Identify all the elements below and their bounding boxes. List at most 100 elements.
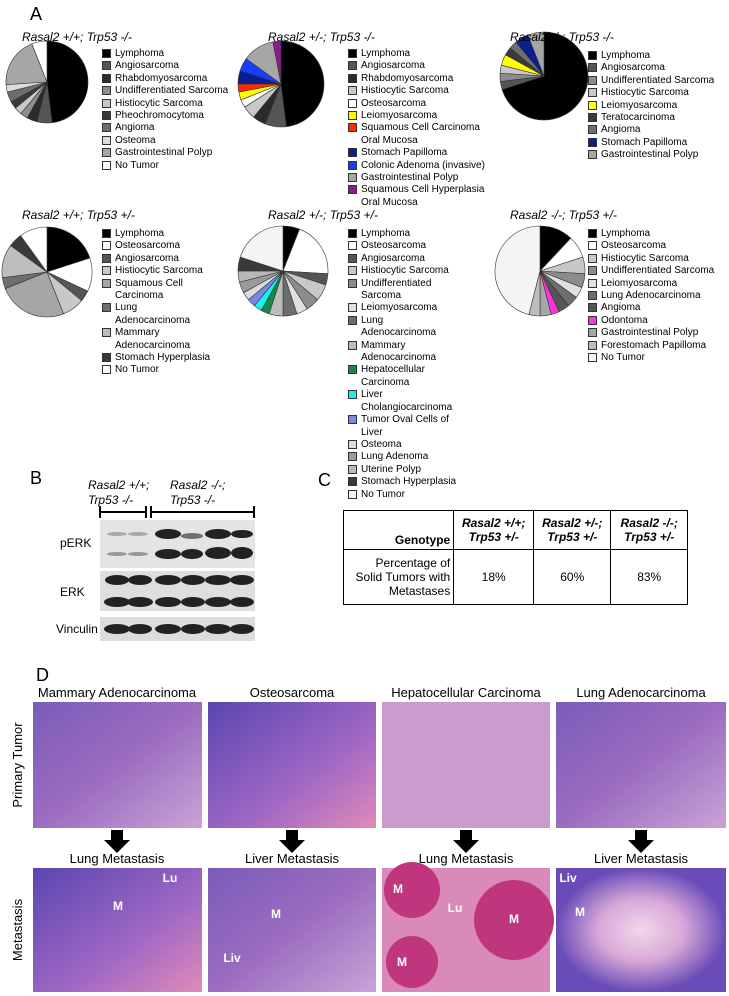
legend-entry: Stomach Hyperplasia (348, 476, 460, 488)
metastasis-title: Liver Metastasis (245, 851, 339, 866)
legend-swatch (102, 241, 111, 251)
legend-swatch (102, 353, 111, 363)
legend-entry: Lymphoma (588, 228, 728, 240)
legend-entry: Teratocarcinoma (588, 112, 728, 124)
legend-swatch (588, 315, 597, 325)
legend-entry: Histiocytic Sarcoma (348, 265, 460, 277)
legend-swatch (348, 253, 357, 263)
legend-entry: Undifferentiated Sarcoma (588, 75, 728, 87)
legend-swatch (348, 229, 357, 238)
legend-entry: Angioma (588, 124, 728, 136)
legend-entry: Angiosarcoma (102, 253, 212, 265)
image-label: Liv (559, 871, 577, 885)
legend-entry: Lung Adenoma (348, 451, 460, 463)
legend-swatch (588, 303, 597, 313)
panel-label: C (318, 470, 331, 490)
legend-entry: Undifferentiated Sarcoma (588, 265, 728, 277)
legend-swatch (102, 135, 111, 145)
legend-entry: Lymphoma (102, 48, 232, 60)
legend-label: Angioma (601, 302, 641, 314)
legend-label: Lymphoma (115, 228, 165, 239)
legend-label: Gastrointestinal Polyp (601, 149, 699, 161)
column-title: Lung Adenocarcinoma (576, 685, 706, 700)
legend-label: Angiosarcoma (115, 60, 179, 72)
legend: Lymphoma Osteosarcoma Angiosarcoma Histiocy… (348, 228, 460, 501)
column-title: Osteosarcoma (250, 685, 335, 700)
column-title: Hepatocellular Carcinoma (391, 685, 541, 700)
legend: Lymphoma Osteosarcoma Histiocytic Sarcoma U… (588, 228, 728, 364)
legend-label: Lymphoma (601, 228, 651, 239)
image-label: M (509, 912, 519, 926)
legend-swatch (348, 241, 357, 251)
legend-label: Stomach Papilloma (361, 147, 448, 159)
legend-entry: No Tumor (588, 352, 728, 364)
row-label: Metastasis (10, 898, 25, 961)
legend-label: Angioma (601, 124, 641, 136)
legend-entry: No Tumor (348, 489, 460, 501)
legend-label: Histiocytic Sarcoma (115, 97, 203, 109)
table-cell: Genotype (342, 510, 455, 550)
legend-swatch (102, 266, 111, 276)
legend-entry: Osteosarcoma (348, 240, 460, 252)
legend-entry: Histiocytic Sarcoma (588, 253, 728, 265)
pie-slice (239, 225, 284, 272)
legend-swatch (102, 148, 111, 158)
legend-entry: Lymphoma (348, 228, 460, 240)
legend-label: Hepatocellular Carcinoma (361, 364, 425, 388)
legend-entry: Histiocytic Sarcoma (102, 98, 232, 110)
legend-swatch (588, 353, 597, 363)
legend-label: Angiosarcoma (601, 62, 665, 74)
legend-label: Lymphoma (361, 228, 411, 239)
legend-swatch (348, 477, 357, 487)
legend-entry: Gastrointestinal Polyp (102, 147, 232, 159)
legend-swatch (588, 150, 597, 160)
legend-entry: Squamous Cell Hyperplasia Oral Mucosa (348, 184, 488, 209)
legend-label: Gastrointestinal Polyp (115, 147, 213, 159)
pie-slice (527, 31, 545, 77)
legend-label: No Tumor (361, 488, 405, 500)
legend-entry: Lymphoma (102, 228, 212, 240)
pie-title: Rasal2 +/-; Trp53 -/- (268, 30, 375, 44)
legend-entry: Leiomyosarcoma (348, 302, 460, 314)
legend-label: Stomach Hyperplasia (361, 476, 457, 488)
legend-entry: Squamous Cell Carcinoma (102, 278, 212, 303)
legend-swatch (588, 278, 597, 288)
legend-label: Lung Adenocarcinoma (361, 314, 437, 339)
legend-label: Undifferentiated Sarcoma (115, 85, 229, 97)
legend-swatch (348, 98, 357, 108)
legend-label: Odontoma (601, 314, 648, 326)
legend-label: Stomach Papilloma (601, 136, 688, 148)
legend-label: Histiocytic Sarcoma (601, 87, 689, 99)
legend-entry: Rhabdomyosarcoma (102, 73, 232, 85)
legend-label: Rhabdomyosarcoma (115, 72, 208, 84)
image-label: Liv (223, 951, 241, 965)
legend-label: Angiosarcoma (361, 60, 425, 72)
legend-label: Leiomyosarcoma (601, 99, 678, 111)
pie-title: Rasal2 +/+; Trp53 -/- (22, 30, 132, 44)
legend-swatch (588, 51, 597, 60)
legend-label: Squamous Cell Carcinoma (115, 277, 183, 302)
legend-label: Colonic Adenoma (invasive) (361, 159, 485, 171)
legend-label: Undifferentiated Sarcoma (361, 277, 432, 302)
legend-label: Angiosarcoma (115, 252, 179, 264)
legend-swatch (588, 125, 597, 135)
legend-entry: No Tumor (102, 364, 212, 376)
legend: Lymphoma Osteosarcoma Angiosarcoma Histiocy… (102, 228, 212, 377)
legend-entry: Colonic Adenoma (invasive) (348, 160, 488, 172)
histology-images (33, 702, 726, 992)
legend-label: Undifferentiated Sarcoma (601, 74, 715, 86)
pie-title: Rasal2 -/-; Trp53 +/- (510, 208, 617, 222)
legend-swatch (102, 303, 111, 313)
legend-label: Histiocytic Sarcoma (361, 265, 449, 277)
legend-label: Osteosarcoma (361, 97, 427, 109)
group-label: Rasal2 +/+; (88, 478, 150, 492)
table-cell: Rasal2 +/-; Trp53 +/- (533, 510, 612, 550)
legend-entry: Angioma (588, 302, 728, 314)
pie-slice (20, 226, 48, 273)
group-label: Trp53 -/- (170, 493, 216, 507)
legend-swatch (588, 241, 597, 251)
image-label: M (575, 905, 585, 919)
legend-entry: Liver Cholangiocarcinoma (348, 389, 460, 414)
pie-slice (5, 43, 48, 85)
